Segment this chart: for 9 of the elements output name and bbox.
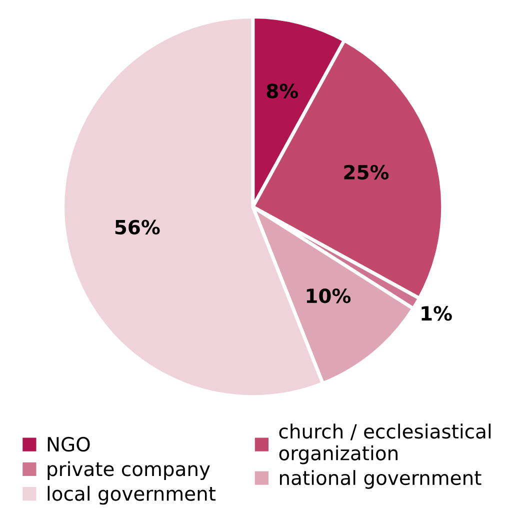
- data-label: 10%: [306, 288, 351, 304]
- legend-label: private company: [48, 461, 210, 480]
- legend-label: NGO: [48, 436, 90, 452]
- data-label: 56%: [115, 220, 160, 235]
- legend-label: local government: [48, 486, 216, 505]
- data-label: 8%: [266, 84, 298, 98]
- legend-label: national government: [280, 470, 482, 489]
- data-label: 25%: [344, 164, 389, 180]
- data-label: 1%: [422, 306, 452, 321]
